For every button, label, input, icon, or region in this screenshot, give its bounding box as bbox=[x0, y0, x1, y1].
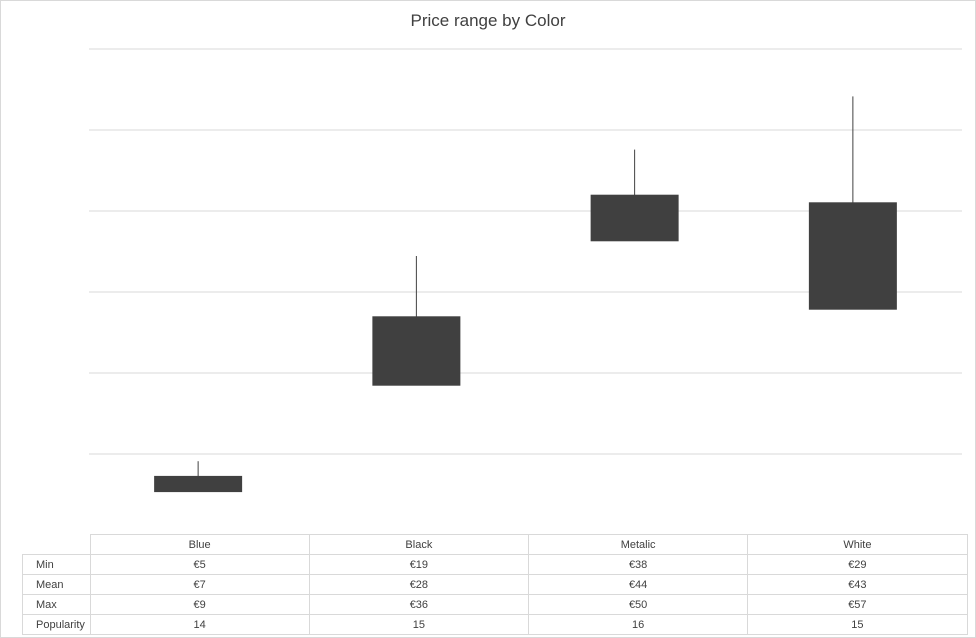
table-cell: €36 bbox=[308, 594, 530, 615]
table-cell: 16 bbox=[527, 614, 749, 635]
table-cell: €57 bbox=[747, 594, 968, 615]
table-header-cell: Blue bbox=[89, 534, 310, 555]
table-cell: 14 bbox=[89, 614, 310, 635]
table-header-cell: White bbox=[747, 534, 968, 555]
table-cell: €7 bbox=[89, 574, 310, 595]
candle-box-black bbox=[372, 316, 461, 386]
table-cell: €38 bbox=[527, 554, 749, 575]
table-cell: €44 bbox=[527, 574, 749, 595]
table-header-cell: Black bbox=[308, 534, 530, 555]
table-cell: €50 bbox=[527, 594, 749, 615]
table-row-label: Popularity bbox=[22, 614, 91, 635]
table-cell: 15 bbox=[308, 614, 530, 635]
table-cell: €5 bbox=[89, 554, 310, 575]
table-header-row: Blue Black Metalic White bbox=[23, 534, 968, 555]
table-row: Popularity 14 15 16 15 bbox=[22, 614, 968, 635]
table-cell: €19 bbox=[308, 554, 530, 575]
data-table: Blue Black Metalic White Min €5 €19 €38 €29 Mean €… bbox=[22, 534, 968, 635]
table-row: Mean €7 €28 €44 €43 bbox=[22, 574, 968, 595]
table-row: Min €5 €19 €38 €29 bbox=[22, 554, 968, 575]
candle-box-blue bbox=[154, 475, 243, 493]
table-row-label: Max bbox=[22, 594, 91, 615]
table-row-label: Min bbox=[22, 554, 91, 575]
table-cell: €43 bbox=[747, 574, 968, 595]
chart-title: Price range by Color bbox=[410, 11, 566, 30]
table-cell: 15 bbox=[747, 614, 968, 635]
table-header-cell: Metalic bbox=[527, 534, 749, 555]
plot-area bbox=[89, 48, 962, 493]
table-cell: €9 bbox=[89, 594, 310, 615]
candle-box-metalic bbox=[590, 194, 679, 242]
table-corner-cell bbox=[23, 535, 91, 555]
table-cell: €28 bbox=[308, 574, 530, 595]
table-row: Max €9 €36 €50 €57 bbox=[22, 594, 968, 615]
table-cell: €29 bbox=[747, 554, 968, 575]
candle-box-white bbox=[808, 202, 897, 310]
table-row-label: Mean bbox=[22, 574, 91, 595]
